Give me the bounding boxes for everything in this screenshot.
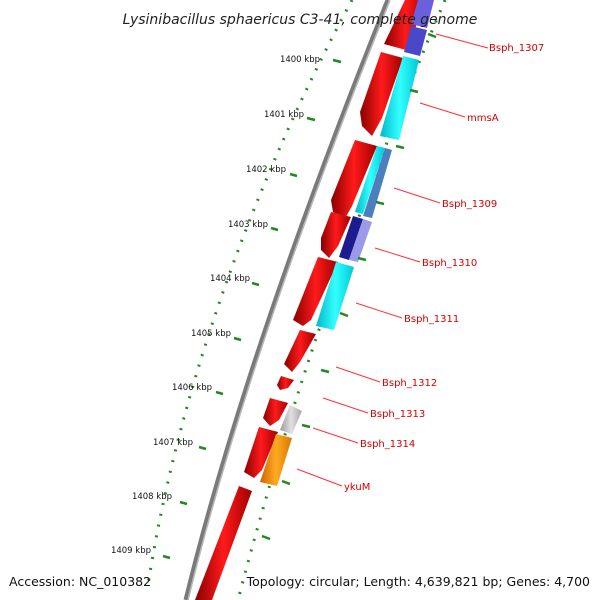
- cds-arrow: [331, 140, 377, 222]
- gene-block-violet: [411, 0, 434, 28]
- gene-block-grey: [280, 405, 302, 434]
- cds-arrow: [263, 398, 288, 426]
- kbp-scale-labels: 1400 kbp 1401 kbp 1402 kbp 1403 kbp 1404…: [111, 55, 320, 556]
- gene-label: Bsph_1312: [382, 378, 437, 389]
- kbp-label: 1408 kbp: [132, 492, 172, 502]
- kbp-label: 1404 kbp: [210, 274, 250, 284]
- gene-block-cyan: [380, 56, 419, 140]
- gene-block-steel: [363, 148, 392, 218]
- cds-arrow: [284, 330, 316, 372]
- gene-leader-lines: [296, 33, 489, 487]
- cds-reverse-strand: [260, 0, 434, 486]
- kbp-label: 1402 kbp: [246, 165, 286, 175]
- backbone-ring: [183, 0, 391, 600]
- gene-block-lavender: [349, 219, 372, 262]
- gene-label: mmsA: [467, 113, 499, 124]
- cds-arrow: [277, 376, 294, 390]
- map-title: Lysinibacillus sphaericus C3-41, complet…: [123, 12, 478, 28]
- outer-ticks: [162, 58, 342, 560]
- kbp-label: 1405 kbp: [191, 329, 231, 339]
- cds-arrow: [360, 52, 403, 136]
- kbp-label: 1401 kbp: [264, 110, 304, 120]
- accession-text: Accession: NC_010382: [9, 574, 151, 589]
- kbp-label: 1407 kbp: [153, 438, 193, 448]
- inner-ticks: [261, 32, 437, 541]
- topology-summary: Topology: circular; Length: 4,639,821 bp…: [246, 574, 590, 589]
- cds-arrow: [293, 257, 338, 326]
- backbone-highlight: [187, 0, 391, 600]
- cds-forward-strand: [195, 0, 427, 600]
- gene-label: Bsph_1307: [489, 43, 544, 54]
- gene-label: Bsph_1310: [422, 258, 477, 269]
- cds-arrow: [321, 212, 351, 258]
- gene-block-navy: [339, 216, 363, 260]
- gene-label: Bsph_1309: [442, 199, 497, 210]
- gene-block-orange: [260, 434, 292, 486]
- gene-block-cyan: [355, 146, 385, 214]
- gene-label: Bsph_1314: [360, 439, 415, 450]
- gene-label: ykuM: [344, 482, 370, 493]
- kbp-label: 1403 kbp: [228, 220, 268, 230]
- kbp-label: 1409 kbp: [111, 546, 151, 556]
- cds-arrow: [244, 427, 278, 478]
- gene-block-cyan: [316, 262, 354, 330]
- gene-name-labels: Bsph_1307 mmsA Bsph_1309 Bsph_1310 Bsph_…: [344, 43, 544, 493]
- gene-block-violet: [404, 26, 427, 56]
- gene-label: Bsph_1311: [404, 314, 459, 325]
- cds-arrow: [195, 486, 252, 600]
- kbp-label: 1406 kbp: [172, 383, 212, 393]
- kbp-label: 1400 kbp: [280, 55, 320, 65]
- gene-label: Bsph_1313: [370, 409, 425, 420]
